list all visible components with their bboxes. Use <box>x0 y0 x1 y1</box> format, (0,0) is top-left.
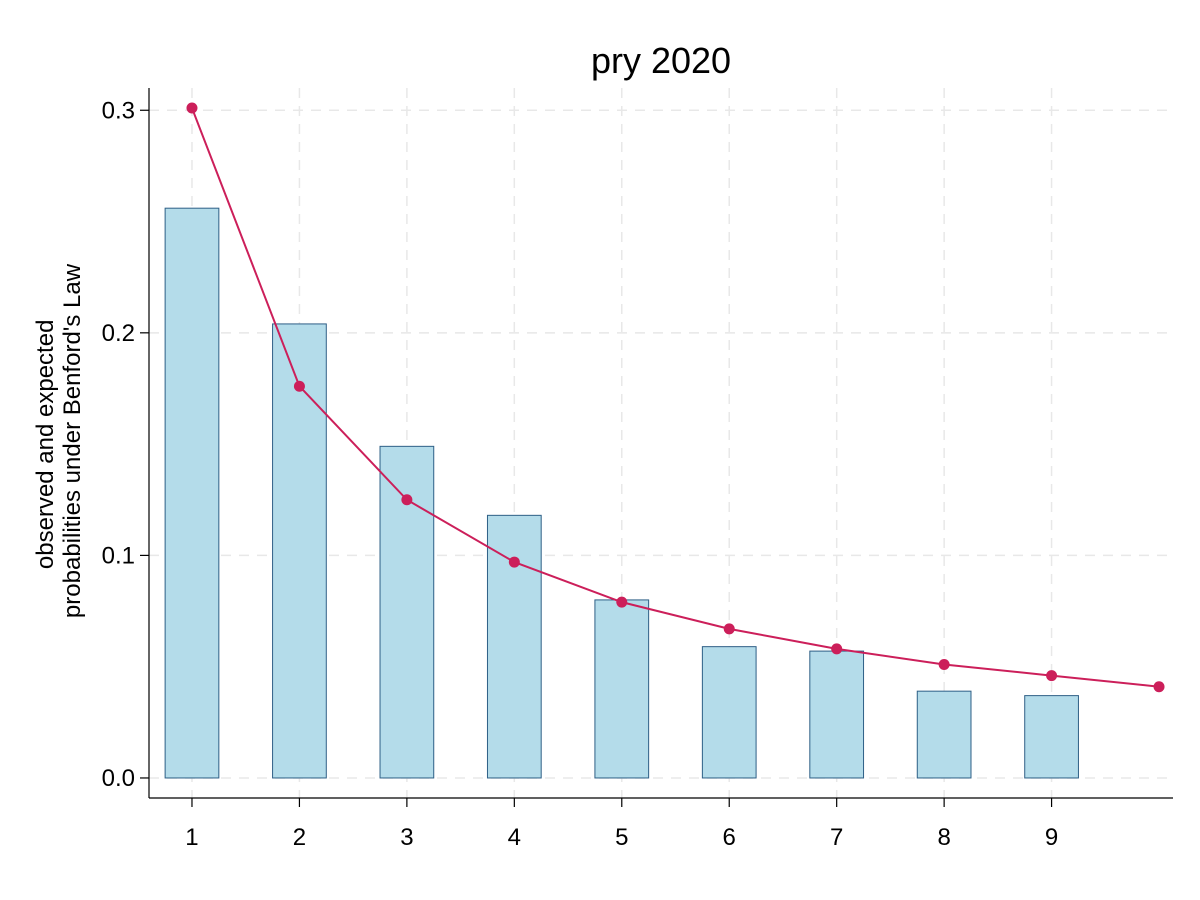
expected-point-5 <box>616 596 628 608</box>
expected-point-7 <box>831 643 843 655</box>
y-axis-label-line-1: observed and expected <box>32 320 59 570</box>
axis-layer: 0.0 0.1 0.2 0.3 1 2 3 4 5 6 7 8 9 <box>102 88 1173 851</box>
x-tick-label: 3 <box>400 824 413 851</box>
expected-point-9 <box>1046 670 1058 682</box>
bar-digit-6 <box>701 646 757 779</box>
expected-point-8 <box>938 658 950 670</box>
y-axis-label: observed and expected probabilities unde… <box>32 263 86 618</box>
x-tick-label: 2 <box>293 824 306 851</box>
x-tick-label: 5 <box>615 824 628 851</box>
y-tick-label: 0.0 <box>102 765 135 792</box>
expected-line <box>191 107 1160 688</box>
y-axis-label-line-2: probabilities under Benford's Law <box>59 263 86 618</box>
chart-title: pry 2020 <box>591 40 731 81</box>
y-tick-label: 0.3 <box>102 97 135 124</box>
expected-point-3 <box>401 494 413 506</box>
line-layer <box>186 102 1165 693</box>
x-tick-label: 6 <box>723 824 736 851</box>
bar-digit-8 <box>916 690 972 779</box>
x-tick-label: 7 <box>830 824 843 851</box>
expected-point-10 <box>1153 681 1165 693</box>
x-tick-label: 9 <box>1045 824 1058 851</box>
bar-digit-2 <box>272 323 327 779</box>
bar-digit-5 <box>594 599 650 779</box>
expected-point-2 <box>293 380 305 392</box>
bar-digit-4 <box>486 514 542 779</box>
bar-digit-7 <box>809 650 865 779</box>
x-tick-label: 4 <box>508 824 521 851</box>
x-tick-label: 8 <box>937 824 950 851</box>
expected-point-6 <box>723 623 735 635</box>
bar-digit-9 <box>1024 695 1079 779</box>
bar-digit-1 <box>164 207 220 779</box>
y-tick-label: 0.1 <box>102 542 135 569</box>
y-tick-label: 0.2 <box>102 320 135 347</box>
expected-point-1 <box>186 102 198 114</box>
expected-point-4 <box>508 556 520 568</box>
x-tick-label: 1 <box>185 824 198 851</box>
